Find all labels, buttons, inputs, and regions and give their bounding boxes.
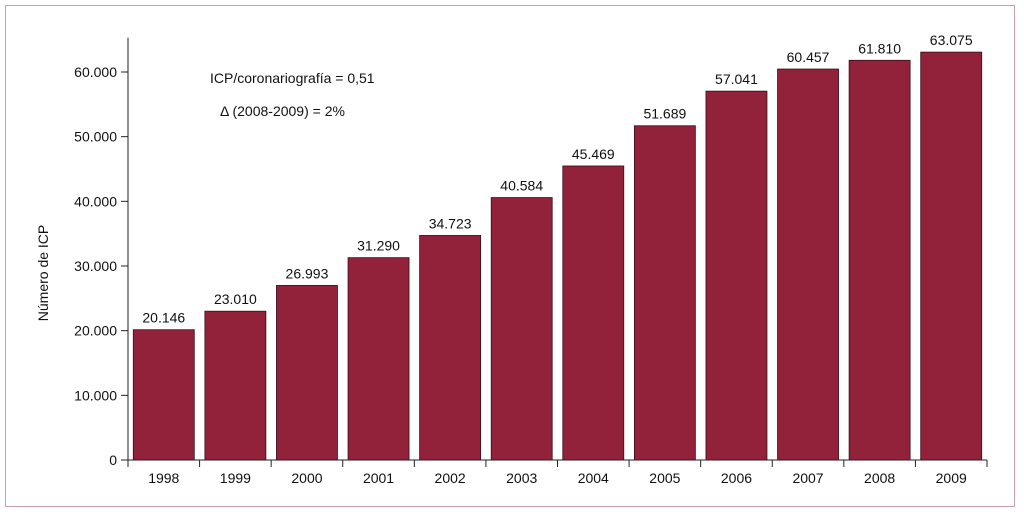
bar-value-label: 26.993 [286,265,329,281]
x-axis: 1998 1999 2000 2001 2002 2003 2004 2005 2006 2007… [127,459,988,486]
bar [490,197,553,461]
y-axis-label: Número de ICP [35,225,51,321]
bar-value-label: 57.041 [715,71,758,87]
bar [562,165,625,461]
y-tick-label: 50.000 [74,129,117,145]
x-tick-label: 2002 [435,470,466,486]
bar [132,329,195,461]
x-tick-label: 2006 [721,470,752,486]
bar [705,90,768,461]
x-tick-label: 2004 [578,470,609,486]
y-tick-label: 20.000 [74,323,117,339]
bar-value-label: 34.723 [429,215,472,231]
annotation-ratio: ICP/coronariografía = 0,51 [210,70,375,86]
x-tick-label: 2000 [291,470,322,486]
y-tick-label: 60.000 [74,64,117,80]
bar [633,125,696,461]
x-tick-label: 2008 [864,470,895,486]
bar [347,257,410,461]
bars [132,51,983,461]
bar-value-label: 20.146 [142,310,185,326]
bar [204,310,267,461]
bar-value-label: 61.810 [858,40,901,56]
y-tick-label: 30.000 [74,258,117,274]
x-tick-label: 2009 [936,470,967,486]
x-tick-label: 1999 [220,470,251,486]
bar-value-label: 60.457 [787,49,830,65]
x-tick-label: 2005 [649,470,680,486]
x-tick-label: 1998 [148,470,179,486]
y-tick-label: 40.000 [74,193,117,209]
y-tick-label: 0 [109,452,117,468]
bar-value-label: 45.469 [572,146,615,162]
bar-value-label: 63.075 [930,32,973,48]
x-tick-label: 2003 [506,470,537,486]
bar-value-label: 23.010 [214,291,257,307]
bar [276,285,338,461]
y-tick-label: 10.000 [74,387,117,403]
bar-value-label: 51.689 [643,106,686,122]
x-tick-label: 2001 [363,470,394,486]
bar-value-label: 31.290 [357,238,400,254]
bar [777,68,839,461]
bar [920,51,983,461]
bar-value-label: 40.584 [500,178,543,194]
annotation-delta: Δ (2008-2009) = 2% [220,103,345,119]
bar [419,235,482,461]
y-axis: 0 10.000 20.000 30.000 40.000 50.000 60.000 [74,37,129,468]
bar [848,59,911,461]
x-tick-label: 2007 [792,470,823,486]
value-labels: 20.146 23.010 26.993 31.290 34.723 40.584 45.4… [142,32,972,326]
